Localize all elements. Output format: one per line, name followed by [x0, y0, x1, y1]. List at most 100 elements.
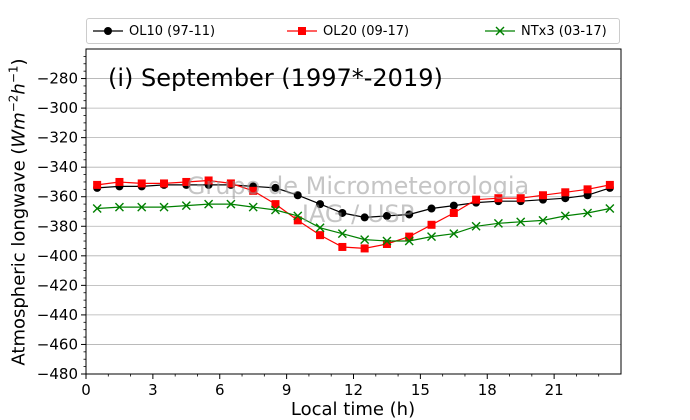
series-1: [93, 180, 614, 222]
data-point: [583, 208, 593, 218]
legend-label-ol10: OL10 (97-11): [129, 23, 216, 39]
x-tick-label: 15: [411, 381, 430, 399]
series-2: [93, 176, 614, 253]
y-tick-label: −420: [37, 276, 78, 294]
data-point: [561, 188, 570, 197]
data-point: [449, 201, 458, 210]
y-tick-label: −300: [37, 99, 78, 117]
data-point: [293, 216, 302, 225]
data-point: [382, 211, 391, 220]
legend-item-ntx3: NTx3 (03-17): [483, 19, 607, 43]
data-point: [137, 179, 146, 188]
axis-ticks: −480 −460 −440 −420 −400 −380 −360 −340 −320 −300…: [37, 55, 600, 399]
data-point: [270, 205, 280, 215]
y-axis-unit: Wm: [8, 112, 30, 148]
y-tick-label: −380: [37, 217, 78, 235]
data-point: [360, 244, 369, 253]
x-axis-label: Local time (h): [290, 399, 416, 420]
data-point: [493, 218, 503, 228]
data-point: [405, 210, 414, 219]
data-point: [516, 194, 525, 203]
x-tick-label: 21: [545, 381, 564, 399]
data-point: [449, 208, 458, 217]
x-tick-label: 12: [344, 381, 363, 399]
data-point: [360, 213, 369, 222]
data-point: [114, 202, 124, 212]
data-point: [181, 201, 191, 211]
data-point: [249, 186, 258, 195]
y-axis-label-main: Atmospheric longwave (: [8, 147, 30, 366]
legend-label-ntx3: NTx3 (03-17): [521, 23, 607, 39]
legend-marker-square-icon: [287, 27, 317, 35]
series-line: [97, 184, 611, 219]
data-point: [293, 211, 303, 221]
data-point: [605, 204, 615, 214]
y-axis-unit-exp1: −2: [6, 94, 21, 113]
legend-item-ol20: OL20 (09-17): [285, 19, 409, 43]
legend-marker-circle-icon: [93, 27, 123, 35]
series-line: [97, 203, 611, 242]
series-3: [92, 199, 615, 246]
data-point: [338, 208, 347, 217]
y-tick-label: −320: [37, 129, 78, 147]
x-tick-label: 3: [148, 381, 158, 399]
data-point: [382, 240, 391, 248]
data-point: [605, 180, 614, 189]
legend-label-ol20: OL20 (09-17): [323, 23, 410, 39]
data-point: [338, 242, 347, 251]
data-point: [182, 177, 191, 186]
data-point: [427, 220, 436, 229]
data-point: [516, 217, 526, 227]
data-point: [226, 199, 236, 209]
chart-title: (i) September (1997*-2019): [108, 64, 443, 92]
plot-frame: [85, 48, 622, 375]
data-point: [471, 221, 481, 231]
data-point: [382, 236, 392, 246]
data-point: [538, 191, 547, 200]
legend-marker-x-icon: [485, 26, 515, 36]
legend: OL10 (97-11) OL20 (09-17) NTx3 (03-17): [86, 18, 620, 44]
data-point: [160, 179, 169, 188]
data-point: [293, 191, 302, 200]
data-point: [93, 180, 102, 189]
data-point: [115, 177, 124, 186]
y-axis-unit-exp2: −1: [6, 65, 21, 84]
data-point: [405, 232, 414, 241]
data-point: [271, 200, 280, 209]
data-point: [337, 229, 347, 239]
y-tick-label: −440: [37, 306, 78, 324]
data-point: [494, 194, 503, 203]
x-tick-label: 6: [215, 381, 225, 399]
series-line: [97, 179, 611, 250]
data-point: [316, 200, 325, 209]
y-axis-label-close: ): [8, 58, 30, 66]
data-point: [404, 236, 414, 246]
series-layer: [92, 176, 615, 253]
data-point: [204, 176, 213, 185]
data-point: [92, 204, 102, 214]
x-tick-label: 9: [282, 381, 292, 399]
y-axis-unit2: h: [8, 83, 30, 95]
y-tick-label: −280: [37, 70, 78, 88]
data-point: [583, 185, 592, 194]
y-tick-label: −460: [37, 335, 78, 353]
data-point: [360, 235, 370, 245]
data-point: [449, 229, 459, 239]
data-point: [204, 199, 214, 209]
data-point: [538, 215, 548, 225]
y-tick-label: −360: [37, 188, 78, 206]
x-tick-label: 18: [478, 381, 497, 399]
data-point: [316, 231, 325, 240]
data-point: [248, 202, 258, 212]
data-point: [427, 232, 437, 242]
data-point: [560, 211, 570, 221]
data-point: [226, 179, 235, 188]
grid-lines: [86, 78, 621, 375]
y-tick-label: −400: [37, 247, 78, 265]
data-point: [315, 223, 325, 233]
x-tick-label: 0: [81, 381, 91, 399]
legend-item-ol10: OL10 (97-11): [91, 19, 215, 43]
data-point: [159, 202, 169, 212]
data-point: [427, 204, 436, 213]
